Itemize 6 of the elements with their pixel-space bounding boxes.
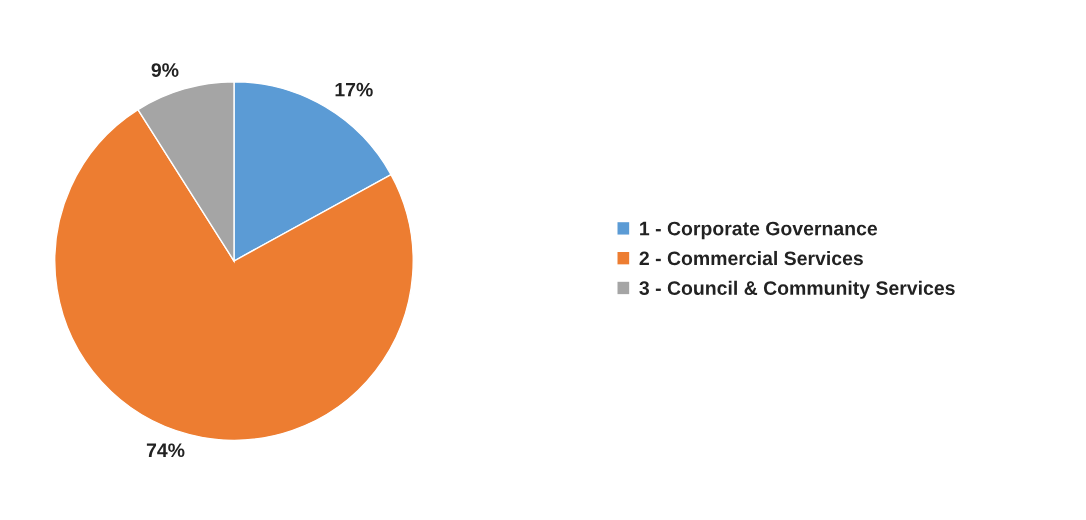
legend-label: 3 - Council & Community Services	[639, 280, 955, 299]
data-label: 9%	[151, 63, 179, 77]
legend-label: 1 - Corporate Governance	[640, 221, 878, 240]
data-label: 17%	[335, 82, 373, 97]
data-label: 74%	[146, 443, 185, 458]
legend-label: 2 - Commercial Services	[639, 250, 863, 266]
